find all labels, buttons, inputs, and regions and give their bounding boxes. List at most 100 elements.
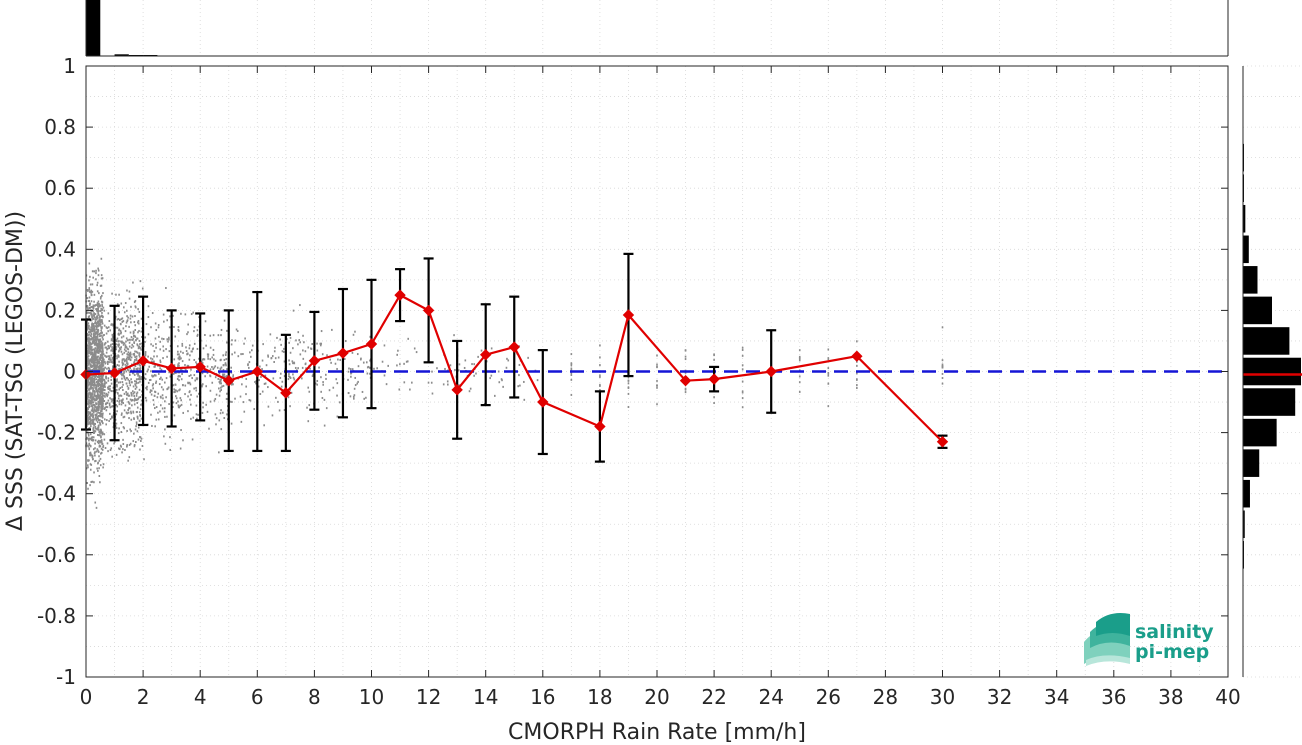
scatter-point [130, 391, 133, 394]
scatter-point [94, 358, 96, 361]
scatter-point [126, 360, 128, 363]
scatter-point [89, 396, 91, 399]
scatter-point [362, 361, 365, 364]
scatter-point [195, 361, 197, 364]
scatter-point [323, 424, 326, 427]
scatter-point [103, 368, 105, 371]
scatter-point [365, 361, 368, 364]
scatter-point [131, 394, 133, 397]
x-tick-label: 4 [194, 685, 207, 709]
scatter-point [107, 450, 109, 453]
scatter-point [99, 335, 101, 338]
scatter-point [126, 445, 128, 448]
scatter-point [87, 326, 90, 329]
scatter-point [116, 364, 119, 367]
scatter-point [99, 355, 102, 358]
scatter-point [289, 375, 291, 378]
scatter-point [86, 386, 89, 389]
scatter-point [204, 334, 206, 337]
scatter-point [99, 343, 102, 346]
scatter-point [100, 428, 102, 431]
scatter-point [95, 410, 97, 413]
scatter-point [280, 385, 283, 388]
scatter-point [94, 395, 97, 398]
y-tick-label: -0.2 [37, 421, 76, 445]
scatter-point [149, 391, 152, 394]
scatter-point [88, 459, 90, 462]
scatter-point [196, 333, 199, 336]
scatter-point [188, 381, 191, 384]
scatter-point [92, 356, 94, 359]
scatter-point [202, 406, 204, 409]
scatter-point [89, 283, 92, 286]
scatter-point [94, 459, 97, 462]
scatter-point [134, 364, 137, 367]
scatter-point [92, 418, 95, 421]
scatter-point [856, 387, 858, 390]
scatter-point [214, 359, 217, 362]
scatter-point [175, 402, 178, 405]
scatter-point [176, 353, 179, 356]
scatter-point [117, 354, 120, 357]
scatter-point [179, 375, 181, 378]
scatter-point [115, 315, 117, 318]
scatter-point [353, 397, 355, 400]
scatter-point [124, 363, 127, 366]
scatter-point [90, 348, 93, 351]
scatter-point [109, 388, 111, 391]
scatter-point [193, 387, 195, 390]
scatter-point [101, 405, 103, 408]
scatter-point [235, 328, 238, 331]
scatter-point [309, 367, 311, 370]
scatter-point [103, 367, 105, 370]
scatter-point [88, 362, 90, 365]
scatter-point [336, 367, 338, 370]
scatter-point [119, 348, 122, 351]
scatter-point [122, 402, 125, 405]
scatter-point [116, 337, 119, 340]
scatter-point [128, 443, 131, 446]
scatter-point [105, 355, 108, 358]
scatter-point [123, 348, 126, 351]
scatter-point [128, 357, 131, 360]
scatter-point [326, 354, 328, 357]
scatter-point [527, 356, 529, 359]
scatter-point [245, 393, 247, 396]
scatter-point [212, 353, 215, 356]
scatter-point [98, 459, 101, 462]
scatter-point [234, 339, 237, 342]
scatter-point [99, 323, 102, 326]
scatter-point [449, 364, 452, 367]
scatter-point [93, 410, 95, 413]
scatter-point [115, 388, 118, 391]
scatter-point [96, 290, 99, 293]
x-tick-label: 12 [416, 685, 441, 709]
scatter-point [91, 455, 94, 458]
scatter-point [125, 359, 127, 362]
scatter-point [100, 307, 102, 310]
scatter-point [477, 355, 479, 358]
scatter-point [219, 380, 222, 383]
scatter-point [162, 338, 165, 341]
scatter-point [96, 406, 99, 409]
scatter-point [225, 383, 228, 386]
right-histogram-bar [1243, 418, 1277, 447]
scatter-point [93, 332, 95, 335]
scatter-point [103, 382, 106, 385]
scatter-point [123, 392, 126, 395]
scatter-point [316, 383, 318, 386]
scatter-point [88, 307, 91, 310]
scatter-point [174, 335, 177, 338]
scatter-point [230, 383, 233, 386]
scatter-point [241, 383, 243, 386]
scatter-point [97, 351, 100, 354]
scatter-point [93, 398, 96, 401]
y-tick-label: -0.8 [37, 604, 76, 628]
scatter-point [320, 390, 322, 393]
scatter-point [177, 326, 180, 329]
scatter-point [123, 409, 126, 412]
scatter-point [101, 308, 104, 311]
scatter-point [127, 316, 129, 319]
scatter-point [89, 484, 91, 487]
scatter-point [100, 407, 102, 410]
